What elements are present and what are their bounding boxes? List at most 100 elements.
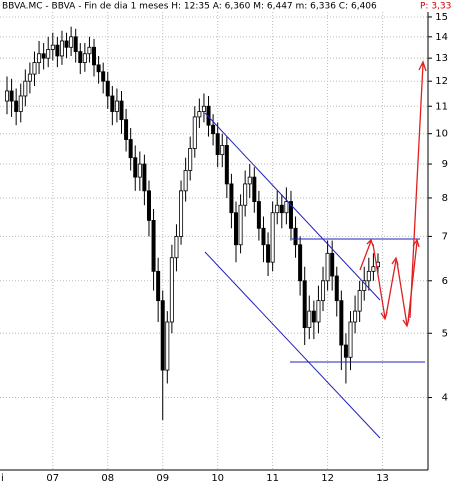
- candle-body: [339, 300, 344, 346]
- title-extra: P: 3,33: [420, 2, 451, 12]
- candle-body: [41, 53, 46, 59]
- arrow: [359, 238, 374, 271]
- candle-body: [169, 257, 174, 323]
- candle-body: [266, 244, 271, 263]
- candle-body: [92, 46, 97, 66]
- candle-body: [334, 275, 339, 302]
- candle-body: [156, 270, 161, 302]
- candle-body: [362, 280, 367, 291]
- candle-body: [224, 145, 229, 185]
- candle-body: [128, 139, 133, 159]
- candle-body: [353, 310, 358, 323]
- candle-body: [325, 252, 330, 282]
- candle-body: [233, 212, 238, 246]
- candle-body: [151, 219, 156, 272]
- candle-body: [270, 212, 275, 263]
- candle-body: [46, 49, 51, 59]
- candle-body: [188, 148, 193, 171]
- x-tick-label: 10: [211, 473, 224, 484]
- y-tick-label: 11: [435, 101, 448, 112]
- y-tick-label: 13: [435, 53, 448, 64]
- candle-body: [69, 36, 74, 48]
- x-tick-label: 13: [376, 473, 389, 484]
- annotations: [204, 60, 427, 439]
- y-tick-label: 5: [442, 328, 448, 339]
- candle-body: [330, 252, 335, 277]
- candle-body: [9, 90, 14, 102]
- x-tick-label: 07: [46, 473, 59, 484]
- candle-body: [288, 201, 293, 229]
- candle-body: [211, 124, 216, 135]
- candle-body: [59, 40, 64, 57]
- candle-body: [32, 62, 37, 75]
- y-tick-label: 14: [435, 32, 448, 43]
- forecast-arrows: [359, 60, 427, 328]
- candle-body: [105, 80, 110, 97]
- candle-body: [311, 310, 316, 323]
- candle-body: [215, 133, 220, 155]
- y-tick-label: 10: [435, 129, 448, 140]
- candle-body: [5, 90, 10, 102]
- candle-body: [78, 51, 83, 64]
- candle-body: [357, 290, 362, 312]
- candle-body: [192, 116, 197, 149]
- candle-body: [23, 80, 28, 97]
- chart-title: BBVA.MC - BBVA - Fin de dia 1 meses H: 1…: [2, 2, 377, 12]
- y-tick-label: 6: [442, 276, 448, 287]
- y-tick-label: 15: [435, 12, 448, 23]
- candle-body: [366, 270, 371, 282]
- candle-body: [261, 227, 266, 246]
- candle-body: [96, 64, 101, 73]
- x-tick-label: 12: [321, 473, 334, 484]
- candle-body: [55, 44, 60, 57]
- candle-body: [201, 105, 206, 112]
- candle-body: [256, 201, 261, 229]
- candle-body: [174, 235, 179, 259]
- y-tick-label: 7: [442, 231, 448, 242]
- candle-body: [302, 280, 307, 328]
- candle-body: [183, 170, 188, 192]
- candle-body: [142, 163, 147, 192]
- candle-body: [307, 310, 312, 328]
- candle-body: [252, 176, 257, 202]
- candle-body: [124, 119, 129, 140]
- candle-body: [50, 44, 55, 50]
- x-tick-label: 08: [101, 473, 114, 484]
- channel-upper: [204, 112, 381, 301]
- candle-body: [179, 190, 184, 237]
- candle-body: [146, 190, 151, 221]
- candle-body: [321, 280, 326, 302]
- x-tick-label: 11: [266, 473, 279, 484]
- candle-body: [114, 100, 119, 112]
- candle-body: [133, 157, 138, 178]
- y-tick-label: 8: [442, 193, 448, 204]
- y-tick-label: 9: [442, 159, 448, 170]
- candle-body: [298, 244, 303, 282]
- x-tick-label: 09: [156, 473, 169, 484]
- candle-body: [275, 204, 280, 214]
- candle-body: [229, 183, 234, 214]
- candle-body: [371, 266, 376, 272]
- channel-lower: [204, 251, 381, 439]
- candle-body: [284, 201, 289, 214]
- candle-body: [247, 176, 252, 185]
- candle-body: [160, 300, 165, 371]
- candle-body: [137, 163, 142, 178]
- candle-body: [27, 73, 32, 82]
- candle-body: [343, 344, 348, 358]
- candle-body: [119, 100, 124, 121]
- y-tick-label: 12: [435, 76, 448, 87]
- candle-body: [316, 300, 321, 323]
- candle-body: [348, 321, 353, 358]
- candle-body: [87, 46, 92, 55]
- candle-body: [82, 53, 87, 64]
- candle-body: [110, 95, 115, 112]
- arrow: [409, 60, 427, 319]
- candle-body: [14, 100, 19, 112]
- y-tick-label: 4: [442, 393, 448, 404]
- candle-body: [37, 53, 42, 64]
- candle-body: [197, 111, 202, 118]
- candle-body: [220, 145, 225, 155]
- candle-body: [238, 204, 243, 246]
